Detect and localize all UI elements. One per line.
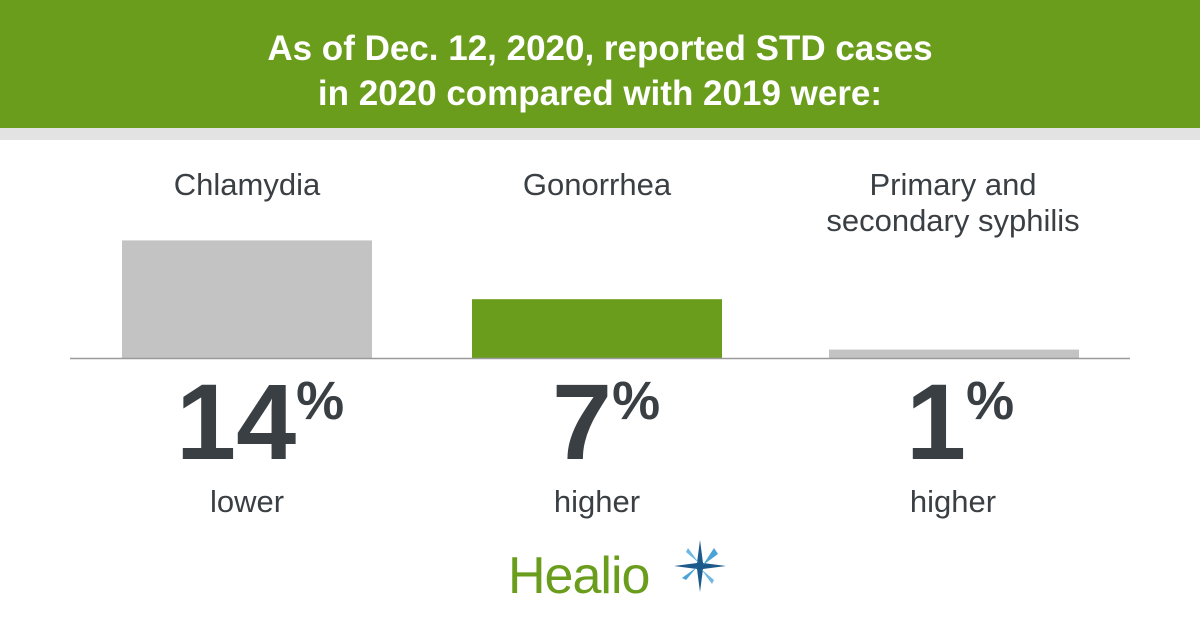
header-title-line-1: As of Dec. 12, 2020, reported STD cases [267,29,933,68]
value-gonorrhea-unit: % [612,371,661,431]
compass-star-icon [674,540,726,592]
bar-chlamydia [122,240,372,358]
bar-primary-and-secondary-syphilis [829,349,1079,358]
value-gonorrhea: 7% [552,368,660,476]
header-divider [0,128,1200,140]
value-gonorrhea-number: 7 [552,361,613,482]
value-syphilis-number: 1 [906,361,967,482]
healio-logo-text: Healio [508,547,650,605]
value-chlamydia-unit: % [296,371,345,431]
category-label-syphilis-text: Primary and secondary syphilis [826,167,1080,238]
healio-logo: Healio [508,540,728,610]
direction-chlamydia: lower [209,484,285,519]
category-label-syphilis: Primary and secondary syphilis [793,167,1113,239]
direction-syphilis: higher [909,484,997,519]
direction-gonorrhea: higher [553,484,641,519]
bar-gonorrhea [472,299,722,358]
value-syphilis: 1% [906,368,1014,476]
value-syphilis-unit: % [966,371,1015,431]
value-chlamydia: 14% [176,368,344,476]
category-label-gonorrhea: Gonorrhea [522,167,672,202]
header-title-line-2: in 2020 compared with 2019 were: [317,74,883,113]
value-chlamydia-number: 14 [176,361,297,482]
header-banner: As of Dec. 12, 2020, reported STD cases … [0,0,1200,128]
category-label-chlamydia: Chlamydia [173,167,321,202]
